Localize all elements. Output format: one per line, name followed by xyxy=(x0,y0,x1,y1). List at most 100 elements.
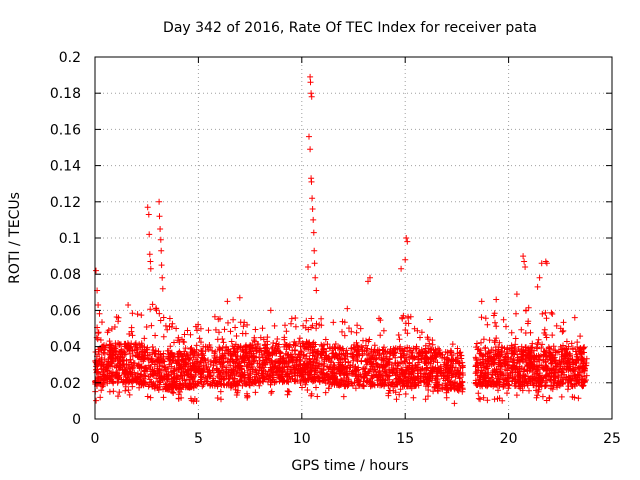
roti-point xyxy=(402,327,409,333)
roti-point xyxy=(454,367,461,374)
roti-point xyxy=(425,359,432,366)
roti-point xyxy=(214,395,221,401)
roti-point xyxy=(149,301,156,308)
roti-point xyxy=(180,338,187,345)
roti-point xyxy=(216,354,223,361)
roti-point xyxy=(458,352,465,359)
roti-point xyxy=(472,370,479,377)
roti-point xyxy=(183,361,190,368)
roti-point xyxy=(512,341,519,348)
roti-point xyxy=(307,79,314,86)
roti-point xyxy=(296,361,303,368)
roti-point xyxy=(279,379,286,385)
roti-point xyxy=(341,332,348,339)
roti-point xyxy=(495,363,502,370)
roti-point xyxy=(285,343,292,349)
roti-point xyxy=(182,345,189,352)
roti-point xyxy=(525,318,532,325)
roti-point xyxy=(493,335,500,342)
roti-point xyxy=(552,375,559,382)
roti-point xyxy=(550,353,556,359)
roti-point xyxy=(93,267,99,274)
roti-point xyxy=(438,373,445,380)
roti-point xyxy=(107,348,114,355)
roti-point xyxy=(307,146,314,153)
roti-point xyxy=(212,326,219,333)
roti-point xyxy=(522,307,529,314)
roti-point xyxy=(314,393,321,400)
roti-point xyxy=(410,394,417,401)
roti-point xyxy=(170,354,176,361)
roti-point xyxy=(173,325,180,332)
roti-point xyxy=(545,344,552,351)
roti-point xyxy=(399,314,405,321)
roti-point xyxy=(178,365,185,372)
roti-point xyxy=(99,383,106,390)
roti-point xyxy=(548,309,555,316)
roti-point xyxy=(373,371,380,378)
roti-point xyxy=(478,298,485,305)
roti-point xyxy=(534,283,541,290)
roti-point xyxy=(285,388,292,395)
roti-point xyxy=(443,356,450,363)
roti-point xyxy=(288,315,295,322)
roti-point xyxy=(524,367,531,374)
roti-point xyxy=(160,394,167,401)
roti-point xyxy=(358,373,364,380)
roti-point xyxy=(321,346,328,353)
roti-point xyxy=(156,310,163,317)
roti-point xyxy=(389,350,396,357)
roti-point xyxy=(536,372,543,379)
roti-point xyxy=(553,382,560,389)
roti-point xyxy=(379,364,386,371)
roti-point xyxy=(246,381,253,388)
roti-point xyxy=(167,343,174,350)
roti-point xyxy=(542,349,549,356)
roti-point xyxy=(494,395,501,402)
roti-point xyxy=(286,341,293,348)
roti-point xyxy=(200,362,207,369)
roti-point xyxy=(459,379,466,386)
roti-point xyxy=(340,393,347,400)
roti-point xyxy=(516,383,523,390)
roti-point xyxy=(506,382,513,389)
roti-point xyxy=(288,320,294,327)
roti-point xyxy=(490,357,497,364)
roti-point xyxy=(193,342,200,349)
roti-point xyxy=(348,345,355,352)
roti-point xyxy=(104,367,110,374)
roti-point xyxy=(186,380,193,387)
roti-point xyxy=(355,381,362,388)
roti-point xyxy=(224,380,231,387)
roti-point xyxy=(490,312,497,319)
roti-point xyxy=(127,365,134,372)
roti-point xyxy=(216,347,223,354)
roti-point xyxy=(232,341,239,348)
roti-point xyxy=(297,358,304,364)
roti-point xyxy=(517,368,524,375)
roti-point xyxy=(125,361,132,368)
data-points xyxy=(92,73,590,407)
roti-point xyxy=(116,341,123,348)
roti-point xyxy=(234,348,241,355)
roti-point xyxy=(305,264,311,270)
roti-point xyxy=(110,351,117,358)
roti-point xyxy=(452,373,459,380)
roti-point xyxy=(415,356,422,363)
roti-point xyxy=(352,371,359,378)
roti-point xyxy=(574,356,581,363)
roti-point xyxy=(556,366,563,373)
roti-point xyxy=(105,358,112,365)
roti-point xyxy=(187,374,194,381)
roti-point xyxy=(122,368,129,375)
roti-point xyxy=(537,382,544,388)
roti-point xyxy=(382,376,389,383)
roti-point xyxy=(116,364,123,371)
roti-point xyxy=(143,365,149,372)
roti-point xyxy=(195,321,202,328)
roti-point xyxy=(268,345,275,352)
roti-point xyxy=(197,325,204,332)
roti-point xyxy=(222,366,229,373)
roti-point xyxy=(157,236,164,243)
roti-point xyxy=(352,385,359,392)
